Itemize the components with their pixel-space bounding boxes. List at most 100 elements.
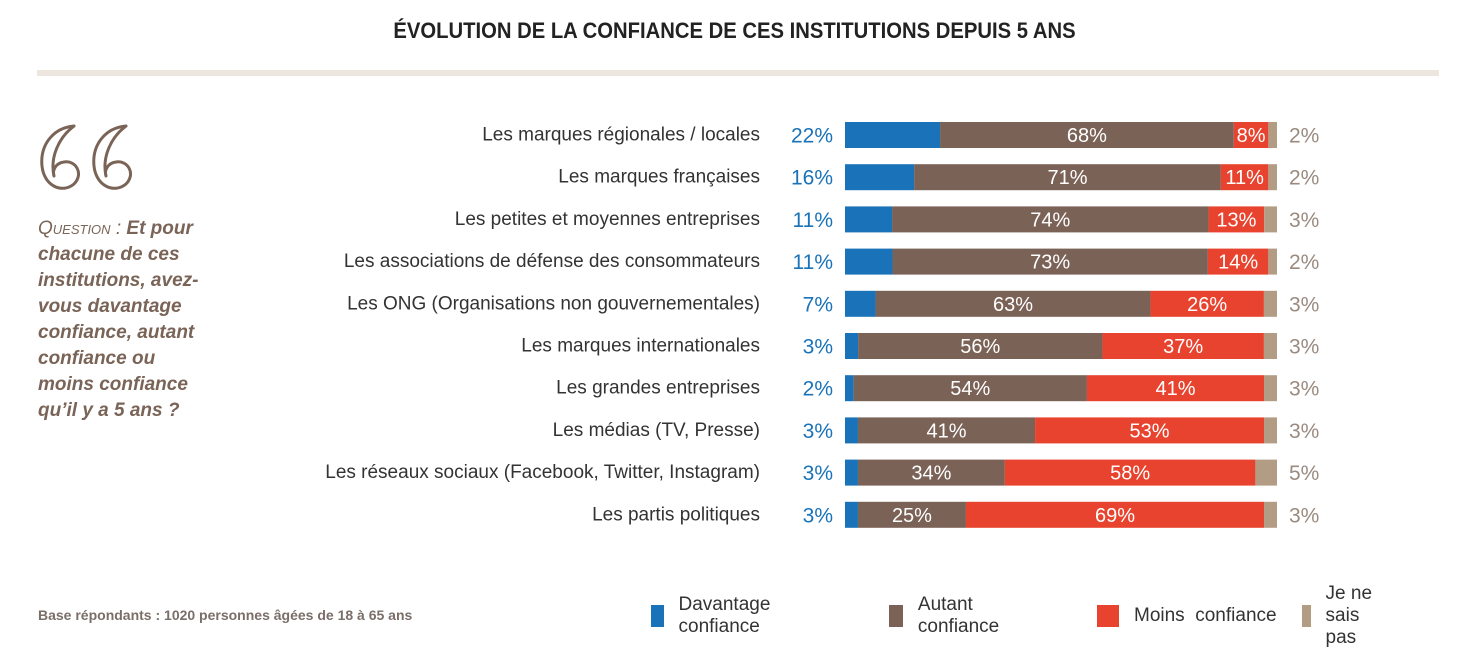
- data-label-autant: 56%: [960, 336, 1000, 358]
- bar-segment-nsp: [1264, 206, 1277, 233]
- category-label: Les ONG (Organisations non gouvernementa…: [347, 293, 760, 314]
- data-label-moins: 8%: [1237, 125, 1266, 147]
- bar-segment-davantage: [845, 248, 893, 275]
- data-label-autant: 73%: [1030, 252, 1070, 274]
- legend-swatch-nsp: [1302, 605, 1311, 627]
- legend-item-nsp: Je ne sais pas: [1302, 583, 1373, 648]
- legend-swatch-moins: [1097, 605, 1119, 627]
- legend-item-davantage: Davantage confiance: [651, 594, 780, 637]
- title-divider: [37, 70, 1439, 76]
- bar-segment-nsp: [1263, 290, 1277, 317]
- category-label: Les petites et moyennes entreprises: [455, 209, 760, 230]
- bar-segment-moins: [1102, 333, 1264, 359]
- bar-segment-autant: [857, 417, 1036, 444]
- footnote: Base répondants : 1020 personnes âgées d…: [38, 607, 413, 623]
- bar-row: Les marques régionales / locales 68% 8% 22%…: [482, 122, 1319, 148]
- data-label-nsp: 2%: [1289, 251, 1319, 274]
- bar-segment-autant: [875, 290, 1151, 317]
- data-label-davantage: 2%: [803, 378, 833, 401]
- data-label-nsp: 3%: [1289, 378, 1319, 401]
- data-label-moins: 53%: [1130, 420, 1170, 442]
- legend-item-autant: Autant confiance: [889, 594, 1007, 637]
- data-label-autant: 34%: [911, 463, 951, 485]
- data-label-davantage: 16%: [791, 167, 833, 190]
- data-label-nsp: 3%: [1289, 504, 1319, 527]
- bar-segment-nsp: [1264, 375, 1277, 402]
- data-label-davantage: 22%: [791, 125, 833, 148]
- data-label-nsp: 3%: [1289, 420, 1319, 443]
- bar-segment-davantage: [845, 206, 893, 233]
- data-label-davantage: 3%: [803, 462, 833, 485]
- data-label-nsp: 3%: [1289, 209, 1319, 232]
- data-label-autant: 41%: [927, 420, 967, 442]
- bar-segment-autant: [853, 375, 1087, 402]
- data-label-autant: 54%: [950, 378, 990, 400]
- bar-segment-moins: [1035, 417, 1265, 444]
- bar-segment-moins: [1207, 248, 1269, 275]
- category-label: Les marques internationales: [521, 336, 760, 357]
- bar-row: Les grandes entreprises 54% 41% 2% 3%: [556, 375, 1319, 402]
- data-label-davantage: 3%: [803, 420, 833, 443]
- legend-swatch-davantage: [651, 605, 664, 627]
- bar-segment-moins: [1004, 459, 1256, 486]
- bar-segment-davantage: [845, 333, 859, 359]
- bar-row: Les réseaux sociaux (Facebook, Twitter, …: [325, 459, 1319, 486]
- legend-label-davantage: Davantage confiance: [678, 594, 771, 637]
- category-label: Les médias (TV, Presse): [553, 420, 760, 441]
- bar-segment-nsp: [1268, 164, 1277, 191]
- data-label-autant: 68%: [1067, 125, 1107, 147]
- bar-segment-moins: [965, 501, 1265, 528]
- bar-segment-davantage: [845, 122, 941, 148]
- data-label-moins: 58%: [1110, 463, 1150, 485]
- data-label-davantage: 7%: [803, 293, 833, 316]
- bar-segment-autant: [857, 501, 966, 528]
- category-label: Les réseaux sociaux (Facebook, Twitter, …: [325, 462, 760, 483]
- bar-row: Les ONG (Organisations non gouvernementa…: [347, 290, 1319, 317]
- bar-row: Les marques internationales 56% 37% 3% 3%: [521, 333, 1319, 359]
- data-label-moins: 26%: [1187, 294, 1227, 316]
- legend-label-moins: Moins confiance: [1134, 605, 1277, 626]
- bar-segment-davantage: [845, 501, 858, 528]
- data-label-moins: 69%: [1095, 505, 1135, 527]
- question-body: Et pour chacune de ces institutions, ave…: [38, 218, 199, 421]
- data-label-moins: 41%: [1155, 378, 1195, 400]
- data-label-nsp: 2%: [1289, 125, 1319, 148]
- bar-segment-davantage: [845, 375, 854, 402]
- bar-segment-davantage: [845, 417, 858, 444]
- data-label-nsp: 3%: [1289, 293, 1319, 316]
- question-text: Question : Et pour chacune de ces instit…: [38, 216, 208, 424]
- data-label-moins: 13%: [1216, 209, 1256, 231]
- chart-title: ÉVOLUTION DE LA CONFIANCE DE CES INSTITU…: [393, 18, 1076, 43]
- data-label-moins: 37%: [1163, 336, 1203, 358]
- data-label-davantage: 11%: [793, 209, 833, 232]
- quote-icon: [40, 124, 132, 190]
- bar-segment-nsp: [1255, 459, 1277, 486]
- bar-segment-nsp: [1268, 248, 1277, 275]
- bar-segment-davantage: [845, 290, 876, 317]
- data-label-autant: 63%: [993, 294, 1033, 316]
- bar-row: Les partis politiques 25% 69% 3% 3%: [592, 501, 1319, 528]
- stacked-bar-chart: Les marques régionales / locales 68% 8% 22%…: [325, 122, 1319, 528]
- category-label: Les grandes entreprises: [556, 378, 760, 399]
- data-label-nsp: 3%: [1289, 336, 1319, 359]
- category-label: Les associations de défense des consomma…: [344, 251, 760, 272]
- category-label: Les partis politiques: [592, 504, 760, 525]
- legend-label-autant: Autant confiance: [917, 594, 1000, 637]
- data-label-davantage: 11%: [793, 251, 833, 274]
- data-label-moins: 11%: [1225, 167, 1264, 189]
- legend-item-moins: Moins confiance: [1097, 603, 1277, 629]
- bar-segment-autant: [892, 248, 1208, 275]
- category-label: Les marques françaises: [558, 167, 760, 188]
- bar-segment-autant: [940, 122, 1234, 148]
- bar-segment-autant: [858, 333, 1103, 359]
- bar-segment-moins: [1086, 375, 1265, 402]
- legend-swatch-autant: [889, 605, 903, 627]
- bar-segment-moins: [1220, 164, 1269, 191]
- data-label-moins: 14%: [1218, 252, 1258, 274]
- bar-segment-autant: [914, 164, 1221, 191]
- bar-segment-moins: [1150, 290, 1264, 317]
- bar-segment-autant: [892, 206, 1209, 233]
- data-label-davantage: 3%: [803, 336, 833, 359]
- bar-row: Les médias (TV, Presse) 41% 53% 3% 3%: [553, 417, 1319, 444]
- bar-segment-moins: [1233, 122, 1269, 148]
